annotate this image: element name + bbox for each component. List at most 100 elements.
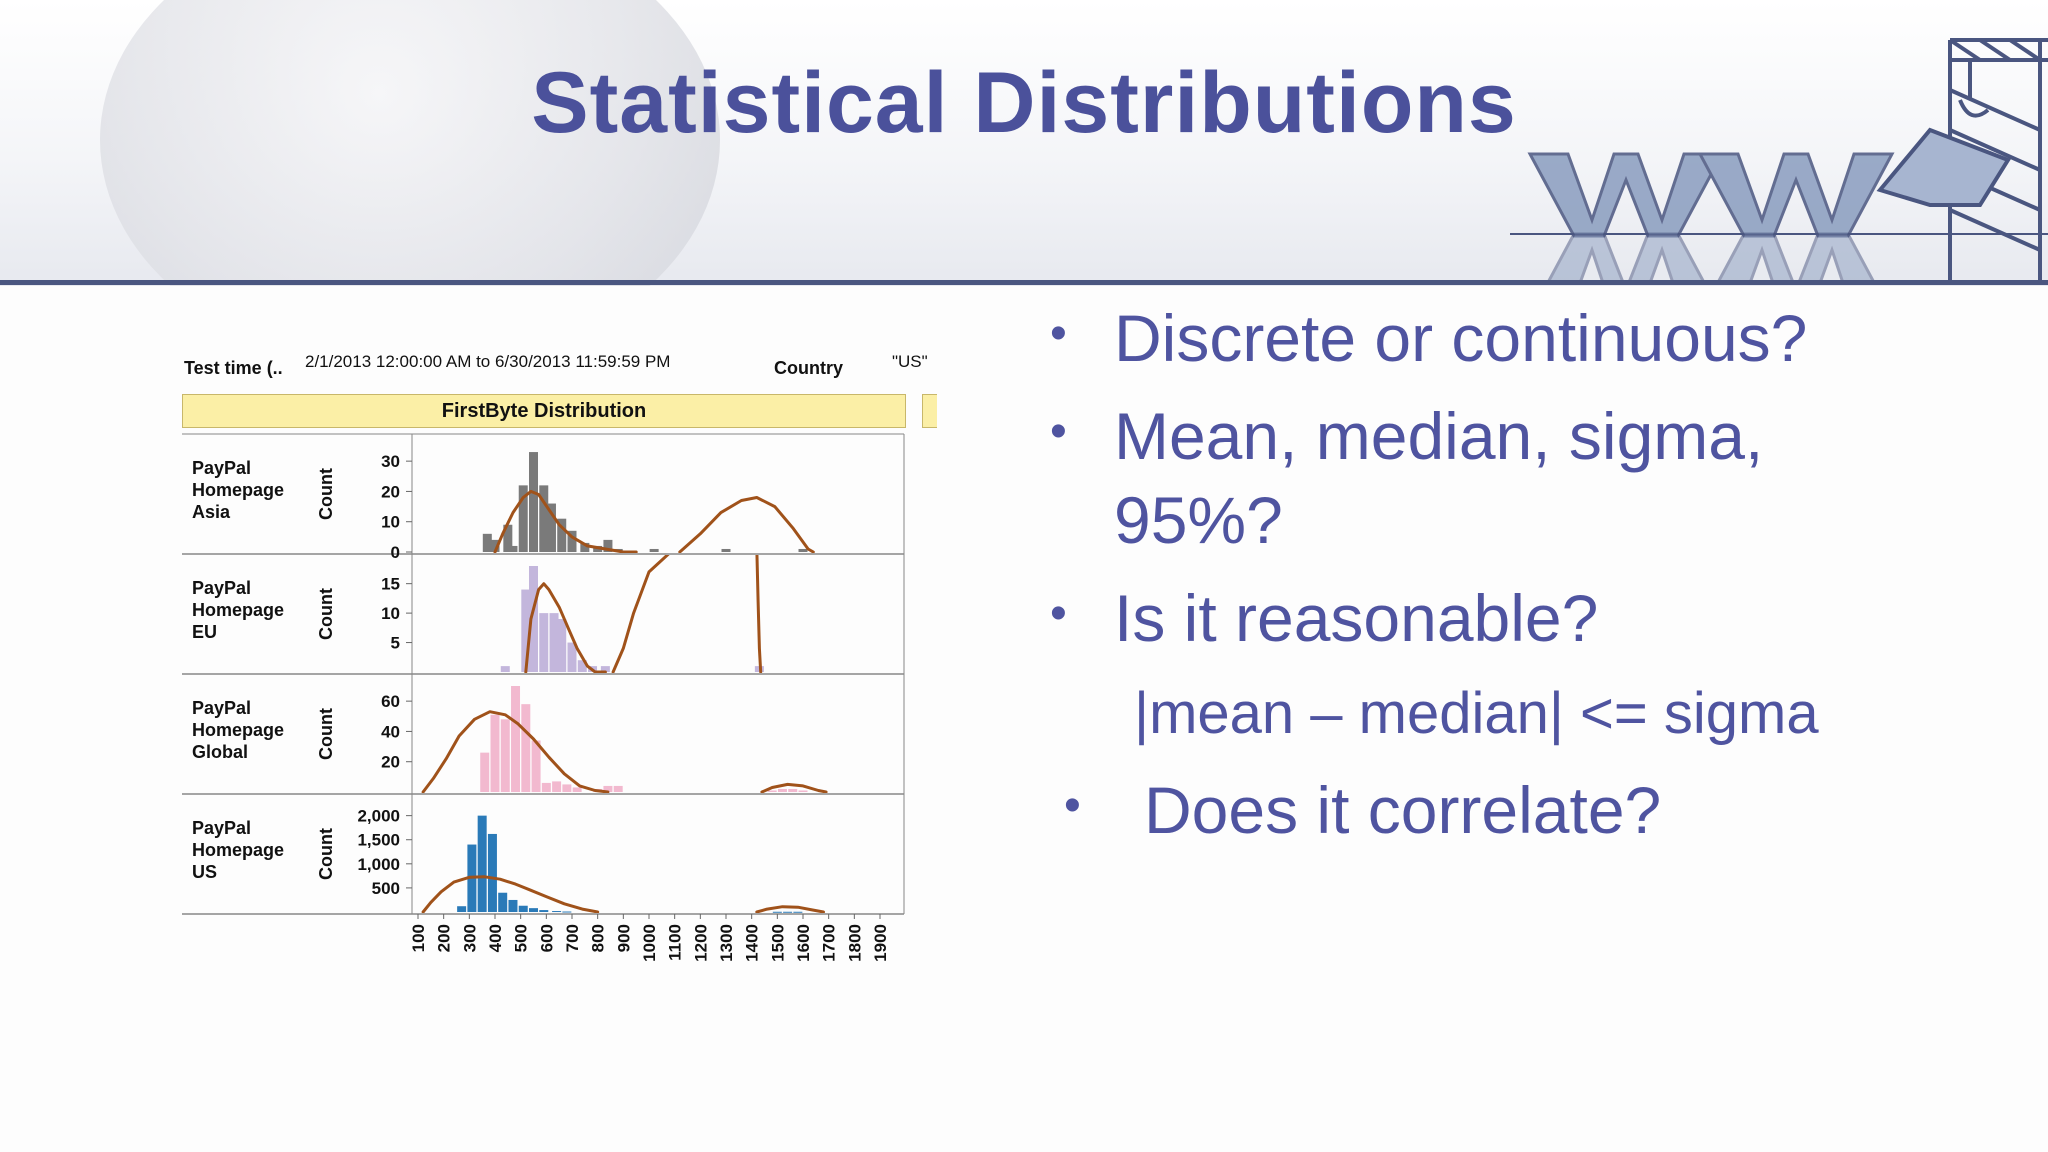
bullet-dot-icon: • (1064, 779, 1081, 832)
x-tick-label: 600 (537, 924, 556, 952)
histogram-bar (567, 530, 577, 552)
density-curve (421, 710, 610, 793)
bullet-text: |mean – median| <= sigma (1134, 681, 1819, 746)
y-tick-label: 15 (381, 575, 400, 594)
x-tick-label: 900 (614, 924, 633, 952)
histogram-bar (603, 539, 613, 552)
country-label: Country (774, 358, 843, 378)
x-tick-label: 400 (486, 924, 505, 952)
histogram-bar (521, 704, 531, 792)
histogram-bar (552, 781, 562, 792)
histogram-bar (482, 533, 492, 552)
histogram-bar (572, 787, 582, 792)
density-curve (755, 905, 825, 913)
y-tick-label: 40 (381, 722, 400, 741)
histogram-bar (457, 906, 467, 912)
histogram-bar (562, 784, 572, 792)
histogram-bar (549, 613, 559, 672)
histogram-bar (539, 613, 549, 672)
histogram-bar (498, 892, 508, 912)
bullet-dot-icon: • (1050, 405, 1067, 458)
company-logo (1510, 38, 2048, 280)
bullet-text: Is it reasonable? (1114, 581, 1599, 655)
y-axis-title: Count (316, 828, 336, 880)
x-tick-label: 1200 (691, 924, 710, 962)
y-tick-label: 5 (391, 634, 400, 653)
panel-header-stub (922, 394, 937, 428)
histogram-bar (511, 686, 521, 792)
x-tick-label: 1300 (717, 924, 736, 962)
histogram-bar (518, 905, 528, 912)
y-tick-label: 1,000 (357, 855, 400, 874)
histogram-bar (613, 785, 623, 792)
series-label: PayPal (192, 698, 251, 718)
y-axis-title: Count (316, 708, 336, 760)
histogram-bar (562, 911, 572, 913)
x-tick-label: 1600 (794, 924, 813, 962)
histogram-bar (783, 911, 793, 913)
x-tick-label: 1400 (743, 924, 762, 962)
bullet-text: Mean, median, sigma, (1114, 399, 1764, 473)
histogram-bar (767, 790, 777, 792)
series-label: US (192, 862, 217, 882)
x-tick-label: 1100 (666, 924, 685, 961)
y-tick-label: 30 (381, 452, 400, 471)
y-tick-label: 20 (381, 482, 400, 501)
histogram-bar (577, 660, 587, 672)
series-label: Global (192, 742, 248, 762)
y-axis-title: Count (316, 588, 336, 640)
histogram-bar (793, 911, 803, 913)
histogram-bar (721, 548, 731, 552)
histogram-bar (798, 548, 808, 552)
histogram-bar (503, 524, 513, 552)
x-tick-label: 700 (563, 924, 582, 952)
y-axis-title: Count (316, 468, 336, 520)
slide-header: Statistical Distributions (0, 0, 2048, 286)
histogram-bar (777, 788, 787, 792)
bullet-dot-icon: • (1050, 307, 1067, 360)
series-label: PayPal (192, 818, 251, 838)
x-tick-label: 200 (435, 924, 454, 952)
x-tick-label: 1000 (640, 924, 659, 962)
density-curve (524, 582, 607, 673)
test-time-value: 2/1/2013 12:00:00 AM to 6/30/2013 11:59:… (305, 352, 671, 371)
series-label: Homepage (192, 720, 284, 740)
series-label: Asia (192, 502, 231, 522)
bullet-text: Discrete or continuous? (1114, 301, 1808, 375)
histogram-bar (529, 566, 538, 672)
histogram-bar (552, 911, 562, 913)
series-label: Homepage (192, 480, 284, 500)
y-tick-label: 0 (391, 543, 400, 562)
histogram-bar (521, 589, 531, 672)
density-curve (755, 555, 763, 673)
x-tick-label: 1900 (871, 924, 890, 962)
histogram-bar (480, 752, 490, 792)
histogram-bar (500, 719, 510, 792)
histogram-bar (649, 548, 659, 552)
density-curve (760, 782, 828, 793)
density-curve (611, 555, 670, 673)
histogram-bar (508, 899, 518, 912)
header-divider (0, 280, 2048, 285)
histogram-bar (539, 485, 549, 552)
bullet-dot-icon: • (1050, 587, 1067, 640)
series-label: Homepage (192, 840, 284, 860)
bullet-text: 95%? (1114, 483, 1283, 557)
x-tick-label: 1800 (845, 924, 864, 962)
globe-background-graphic (100, 0, 720, 286)
histogram-bar (546, 503, 556, 552)
country-value: "US" (892, 352, 928, 371)
density-curve (493, 489, 638, 553)
histogram-bar (539, 910, 549, 912)
histogram-bar (490, 539, 500, 552)
x-tick-label: 800 (589, 924, 608, 952)
bullet-text: Does it correlate? (1144, 773, 1662, 847)
histogram-bar (541, 782, 551, 792)
test-time-label: Test time (.. (184, 358, 283, 378)
histogram-bar (798, 790, 808, 792)
histogram-bar (529, 908, 538, 912)
x-tick-label: 1700 (820, 924, 839, 962)
histogram-bar (477, 815, 487, 912)
y-tick-label: 500 (372, 879, 400, 898)
